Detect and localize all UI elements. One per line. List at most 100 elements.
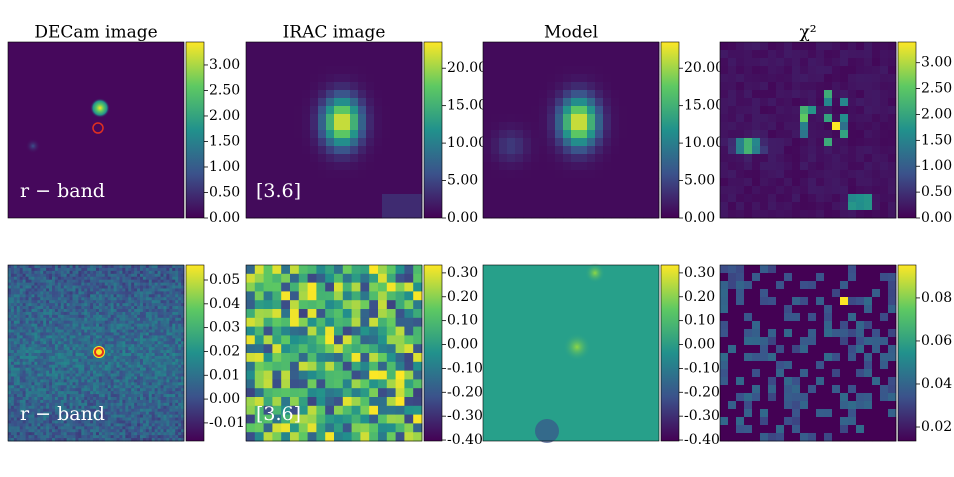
pixel xyxy=(22,382,26,386)
pixel xyxy=(66,338,70,342)
pixel xyxy=(398,58,407,67)
pixel xyxy=(128,358,132,363)
pixel xyxy=(515,58,524,67)
pixel xyxy=(840,50,849,59)
pixel xyxy=(760,98,769,107)
pixel xyxy=(125,344,129,348)
pixel xyxy=(72,270,76,275)
pixel xyxy=(19,397,24,401)
pixel xyxy=(175,311,179,316)
pixel xyxy=(579,162,588,171)
pixel xyxy=(8,300,12,304)
pixel xyxy=(13,370,18,374)
pixel xyxy=(760,50,769,59)
pixel xyxy=(128,347,132,351)
pixel xyxy=(8,411,12,415)
pixel xyxy=(619,42,628,51)
pixel xyxy=(824,178,833,187)
pixel xyxy=(54,344,59,348)
pixel xyxy=(96,414,100,418)
pixel xyxy=(163,344,167,348)
pixel xyxy=(651,58,660,67)
pixel xyxy=(60,379,65,383)
pixel xyxy=(28,353,32,357)
pixel xyxy=(57,385,62,389)
pixel xyxy=(134,309,138,313)
pixel xyxy=(579,154,588,163)
pixel xyxy=(157,297,161,301)
pixel xyxy=(784,194,793,203)
pixel xyxy=(390,162,399,171)
pixel xyxy=(145,311,150,316)
pixel xyxy=(728,170,737,179)
pixel xyxy=(163,317,167,322)
pixel xyxy=(101,402,106,407)
pixel xyxy=(52,288,56,292)
pixel xyxy=(571,122,580,131)
pixel xyxy=(768,58,777,67)
pixel xyxy=(125,385,129,389)
pixel xyxy=(619,162,628,171)
pixel xyxy=(131,376,135,380)
pixel xyxy=(22,344,26,348)
pixel xyxy=(72,341,76,345)
pixel xyxy=(122,417,126,421)
pixel xyxy=(175,429,179,433)
pixel xyxy=(72,282,76,286)
pixel xyxy=(539,138,548,147)
pixel xyxy=(116,335,120,339)
pixel xyxy=(69,303,73,307)
pixel xyxy=(125,358,129,363)
pixel xyxy=(382,178,391,187)
pixel xyxy=(52,276,56,281)
pixel xyxy=(78,391,82,395)
pixel xyxy=(96,279,100,283)
pixel xyxy=(563,50,572,59)
pixel xyxy=(81,320,85,325)
pixel xyxy=(160,423,164,427)
pixel xyxy=(57,326,62,330)
pixel xyxy=(113,279,117,283)
pixel xyxy=(603,194,612,203)
pixel xyxy=(40,314,44,319)
pixel xyxy=(131,332,135,336)
pixel xyxy=(69,438,73,442)
pixel xyxy=(547,58,556,67)
pixel xyxy=(57,314,62,319)
pixel xyxy=(294,130,303,139)
pixel xyxy=(22,379,26,383)
pixel xyxy=(163,361,167,366)
pixel xyxy=(104,432,109,436)
pixel xyxy=(619,186,628,195)
pixel xyxy=(49,344,53,348)
pixel xyxy=(499,106,508,115)
pixel xyxy=(579,130,588,139)
pixel xyxy=(57,311,62,316)
pixel xyxy=(627,122,636,131)
pixel xyxy=(52,353,56,357)
pixel xyxy=(63,432,68,436)
pixel xyxy=(169,303,173,307)
pixel xyxy=(390,114,399,123)
pixel xyxy=(169,420,173,424)
pixel xyxy=(66,347,70,351)
pixel xyxy=(87,300,91,304)
pixel xyxy=(888,82,897,91)
pixel xyxy=(116,370,120,374)
pixel xyxy=(75,382,79,386)
pixel xyxy=(93,414,97,418)
pixel xyxy=(34,355,38,360)
pixel xyxy=(366,42,375,51)
pixel xyxy=(366,202,375,211)
pixel xyxy=(84,303,88,307)
pixel xyxy=(318,202,327,211)
pixel xyxy=(57,338,62,342)
pixel xyxy=(101,376,106,380)
pixel xyxy=(22,420,26,424)
pixel xyxy=(31,335,35,339)
pixel xyxy=(832,50,841,59)
pixel xyxy=(69,347,73,351)
pixel xyxy=(172,306,176,310)
pixel xyxy=(816,138,825,147)
pixel xyxy=(808,186,817,195)
